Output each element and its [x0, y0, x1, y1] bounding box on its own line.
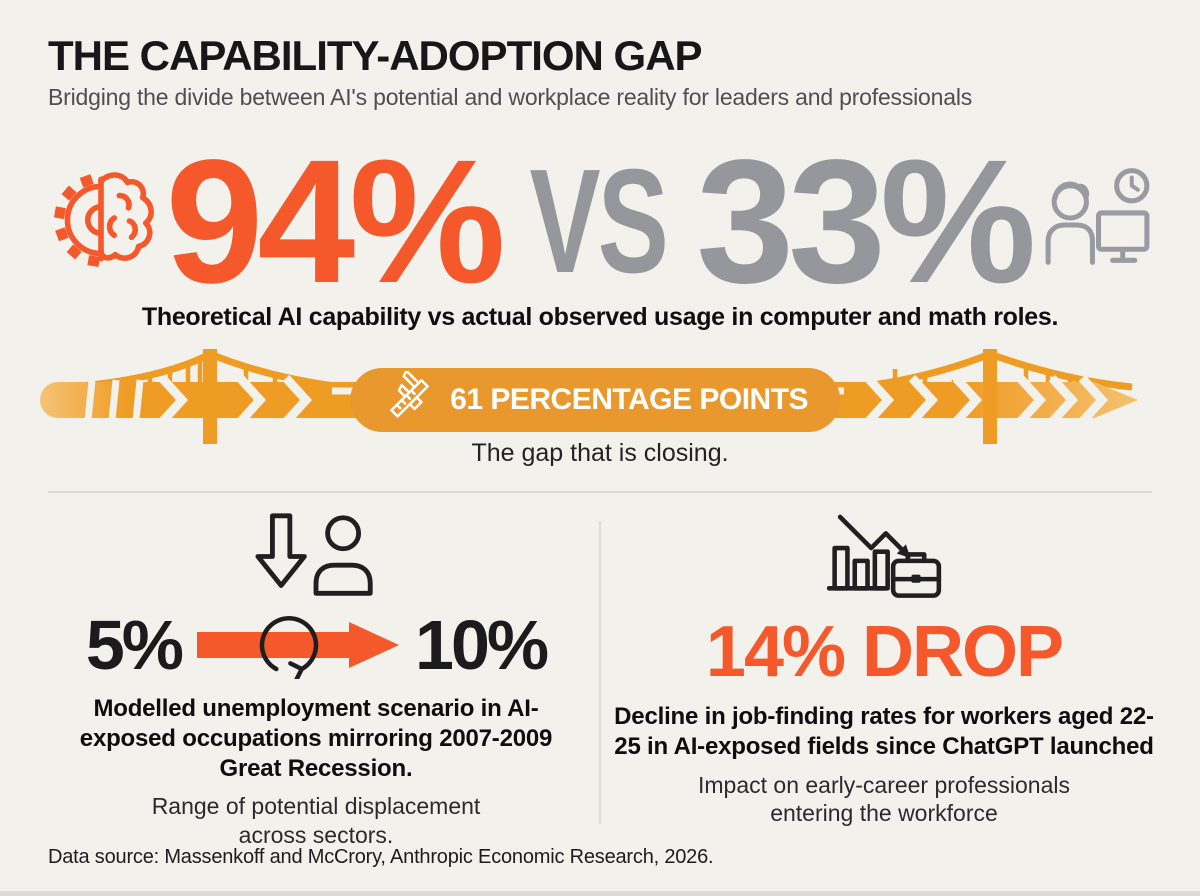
worker-computer-clock-icon	[1034, 164, 1160, 281]
gear-brain-icon	[40, 159, 162, 286]
job-finding-subtext: Impact on early-career professionals ent…	[698, 771, 1070, 827]
capability-stat: 94%	[165, 124, 506, 320]
unemployment-stat-row: 5% 10%	[85, 606, 549, 684]
arrow-head	[349, 622, 400, 668]
to-value: 10%	[415, 606, 549, 684]
unemployment-panel: 5% 10% Modelled unemployment scenario in…	[40, 506, 592, 850]
unemployment-headline: Modelled unemployment scenario in AI-exp…	[79, 695, 553, 782]
hero-caption: Theoretical AI capability vs actual obse…	[141, 303, 1059, 331]
arrow-shaft	[197, 632, 354, 658]
transition-arrow	[197, 612, 400, 683]
page-title: THE CAPABILITY-ADOPTION GAP	[48, 32, 703, 79]
gap-caption: The gap that is closing.	[471, 439, 729, 467]
page-subtitle: Bridging the divide between AI's potenti…	[48, 84, 973, 110]
adoption-stat: 33%	[696, 124, 1036, 320]
drop-stat: 14% DROP	[705, 612, 1064, 692]
job-finding-headline: Decline in job-finding rates for workers…	[614, 703, 1154, 760]
declining-chart-briefcase-icon	[819, 506, 949, 602]
cycle-arrow-icon	[255, 611, 323, 684]
unemployment-subtext: Range of potential displacement across s…	[151, 793, 481, 849]
bottom-edge-strip	[0, 891, 1200, 896]
caliper-icon	[382, 368, 436, 430]
vs-label: VS	[529, 139, 669, 304]
decline-arrow-person-icon	[243, 506, 389, 602]
vertical-divider	[599, 521, 601, 824]
from-value: 5%	[85, 606, 184, 684]
data-source: Data source: Massenkoff and McCrory, Ant…	[48, 846, 714, 868]
hero-stats-row: 94% VS 33%	[40, 134, 1160, 310]
horizontal-divider	[48, 491, 1152, 493]
job-finding-panel: 14% DROP Decline in job-finding rates fo…	[608, 506, 1160, 828]
gap-badge: 61 PERCENTAGE POINTS	[350, 368, 841, 432]
gap-badge-label: 61 PERCENTAGE POINTS	[450, 383, 809, 416]
